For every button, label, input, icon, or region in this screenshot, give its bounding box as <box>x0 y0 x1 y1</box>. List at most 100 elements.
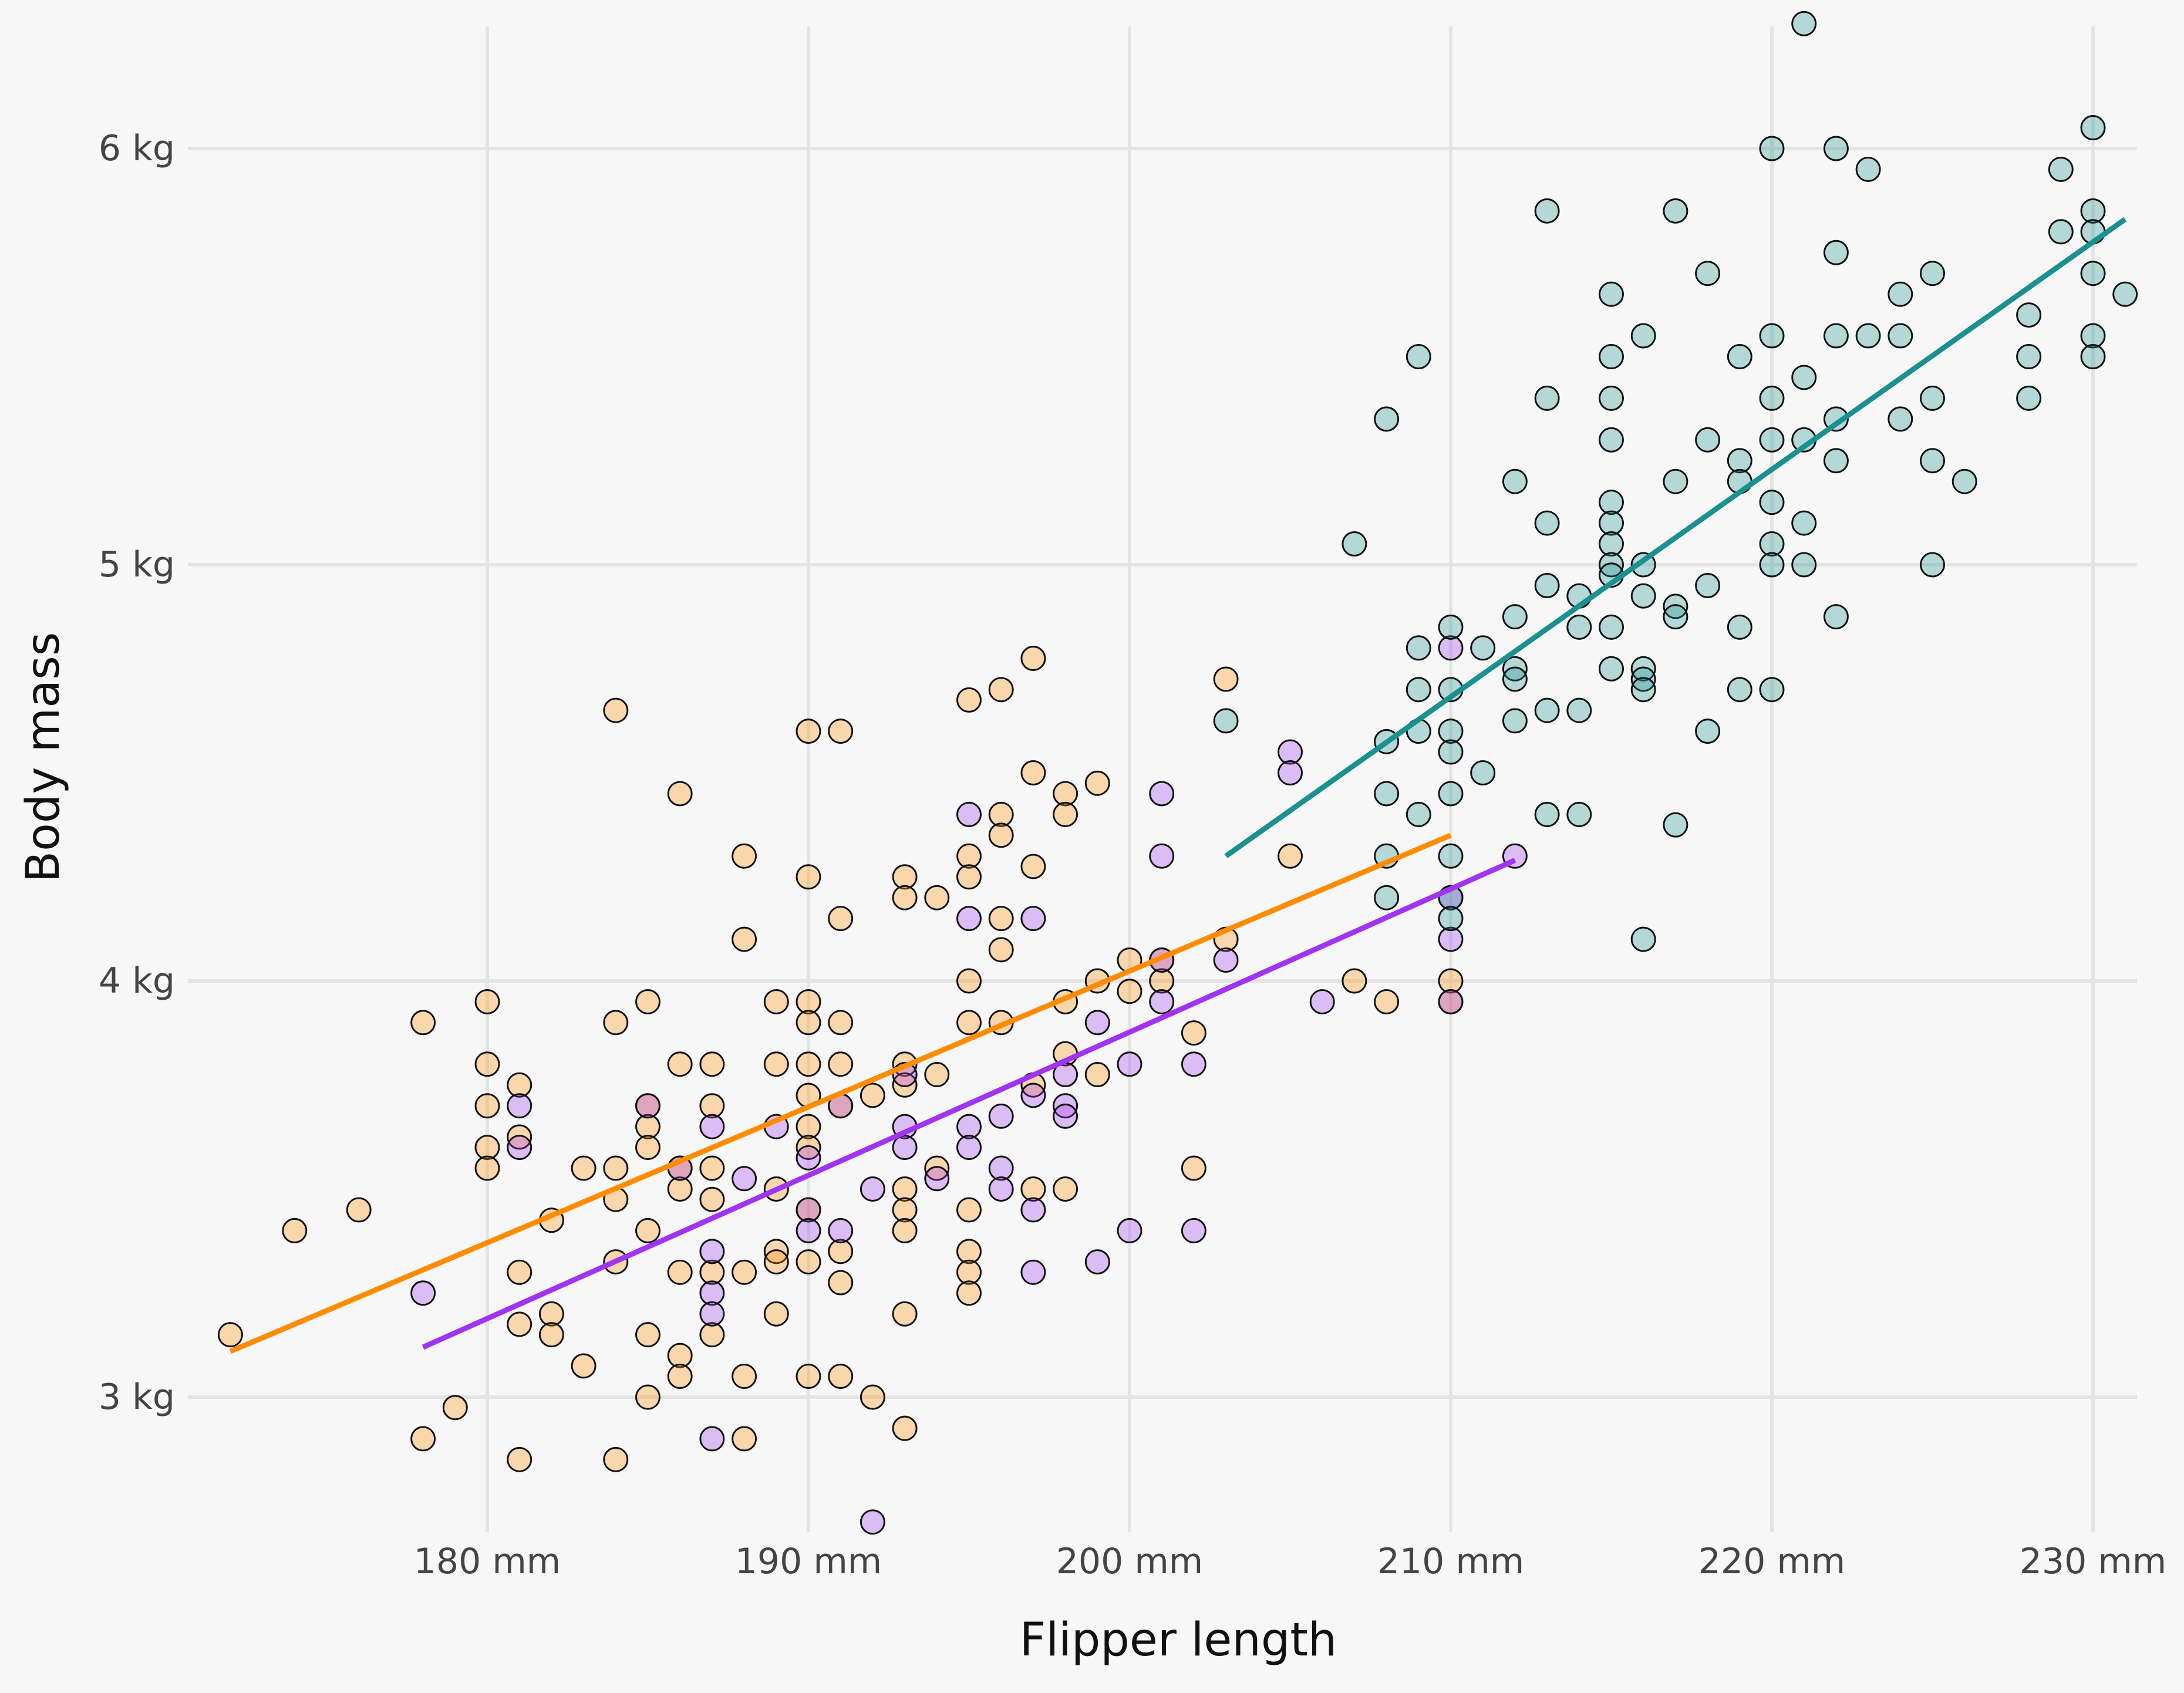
data-point <box>1278 843 1303 869</box>
data-point <box>1599 385 1624 411</box>
data-point <box>699 1259 725 1285</box>
data-point <box>988 1103 1014 1129</box>
data-point <box>956 968 982 994</box>
data-point <box>1599 656 1624 682</box>
data-point <box>571 1155 596 1181</box>
data-point <box>1759 677 1785 703</box>
data-point <box>763 1301 789 1327</box>
x-gridlines <box>486 26 2095 1532</box>
data-point <box>507 1072 532 1098</box>
data-point <box>635 1384 660 1410</box>
data-point <box>1566 697 1592 723</box>
data-point <box>1695 719 1721 744</box>
data-point <box>1920 448 1945 474</box>
data-point <box>1534 697 1560 723</box>
data-point <box>828 1010 854 1036</box>
data-point <box>796 1051 821 1077</box>
x-tick-label: 200 mm <box>1056 1541 1204 1582</box>
data-point <box>571 1353 596 1379</box>
data-point <box>1599 427 1624 453</box>
data-point <box>603 697 629 723</box>
data-point <box>892 1218 918 1243</box>
data-point <box>1117 1051 1142 1077</box>
data-point <box>1663 604 1688 630</box>
data-point <box>1727 677 1752 703</box>
data-point <box>667 1364 693 1390</box>
data-point <box>1630 323 1656 349</box>
x-axis-title: Flipper length <box>1020 1614 1337 1667</box>
data-point <box>763 1249 789 1275</box>
data-point <box>474 1051 500 1077</box>
y-gridlines <box>188 147 2137 1399</box>
data-point <box>988 937 1014 963</box>
data-point <box>1406 677 1431 703</box>
data-point <box>1278 739 1303 765</box>
data-point <box>1020 1176 1046 1202</box>
data-point <box>1053 1093 1078 1119</box>
data-point <box>1791 552 1817 578</box>
data-point <box>1566 801 1592 827</box>
data-point <box>1759 385 1785 411</box>
data-point <box>699 1280 725 1306</box>
data-point <box>956 843 982 869</box>
data-point <box>1470 635 1496 661</box>
data-point <box>635 989 660 1014</box>
data-point <box>1888 406 1913 432</box>
data-point <box>988 677 1014 703</box>
data-point <box>956 906 982 932</box>
data-point <box>1406 635 1431 661</box>
data-point <box>507 1311 532 1337</box>
data-point <box>892 1135 918 1161</box>
data-point <box>732 843 757 869</box>
data-point <box>1020 646 1046 672</box>
data-point <box>1309 989 1335 1014</box>
data-point <box>2080 323 2106 349</box>
data-point <box>956 1114 982 1139</box>
data-point <box>1888 281 1913 307</box>
data-point <box>1599 614 1624 640</box>
data-point <box>635 1114 660 1139</box>
data-point <box>538 1301 564 1327</box>
data-point <box>1053 781 1078 807</box>
data-point <box>1502 666 1528 692</box>
data-point <box>1823 323 1849 349</box>
data-point <box>732 1259 757 1285</box>
data-point <box>860 1176 885 1202</box>
data-point <box>1630 666 1656 692</box>
data-point <box>1663 468 1688 494</box>
data-point <box>956 1197 982 1223</box>
data-point <box>988 1155 1014 1181</box>
data-point <box>1438 614 1464 640</box>
data-point <box>860 1384 885 1410</box>
x-tick-label: 220 mm <box>1698 1541 1846 1582</box>
data-point <box>956 1239 982 1264</box>
data-point <box>1759 552 1785 578</box>
data-point <box>699 1239 725 1264</box>
data-point <box>699 1322 725 1348</box>
data-point <box>474 989 500 1014</box>
data-point <box>1438 906 1464 932</box>
data-point <box>1599 344 1624 369</box>
series-group <box>410 635 1528 1535</box>
data-point <box>1374 989 1400 1014</box>
data-point <box>635 1218 660 1243</box>
data-point <box>828 906 854 932</box>
data-point <box>667 1176 693 1202</box>
data-point <box>538 1322 564 1348</box>
data-point <box>1149 989 1175 1014</box>
data-point <box>1502 656 1528 682</box>
data-point <box>1181 1218 1206 1243</box>
data-point <box>1438 968 1464 994</box>
data-point <box>442 1395 468 1421</box>
data-point <box>667 1051 693 1077</box>
data-point <box>796 1218 821 1243</box>
data-point <box>1534 385 1560 411</box>
data-point <box>1759 531 1785 557</box>
data-point <box>1213 947 1239 973</box>
data-point <box>892 1176 918 1202</box>
data-point <box>1534 510 1560 536</box>
data-point <box>1470 760 1496 785</box>
data-point <box>699 1051 725 1077</box>
data-point <box>1727 344 1752 369</box>
data-point <box>828 719 854 744</box>
